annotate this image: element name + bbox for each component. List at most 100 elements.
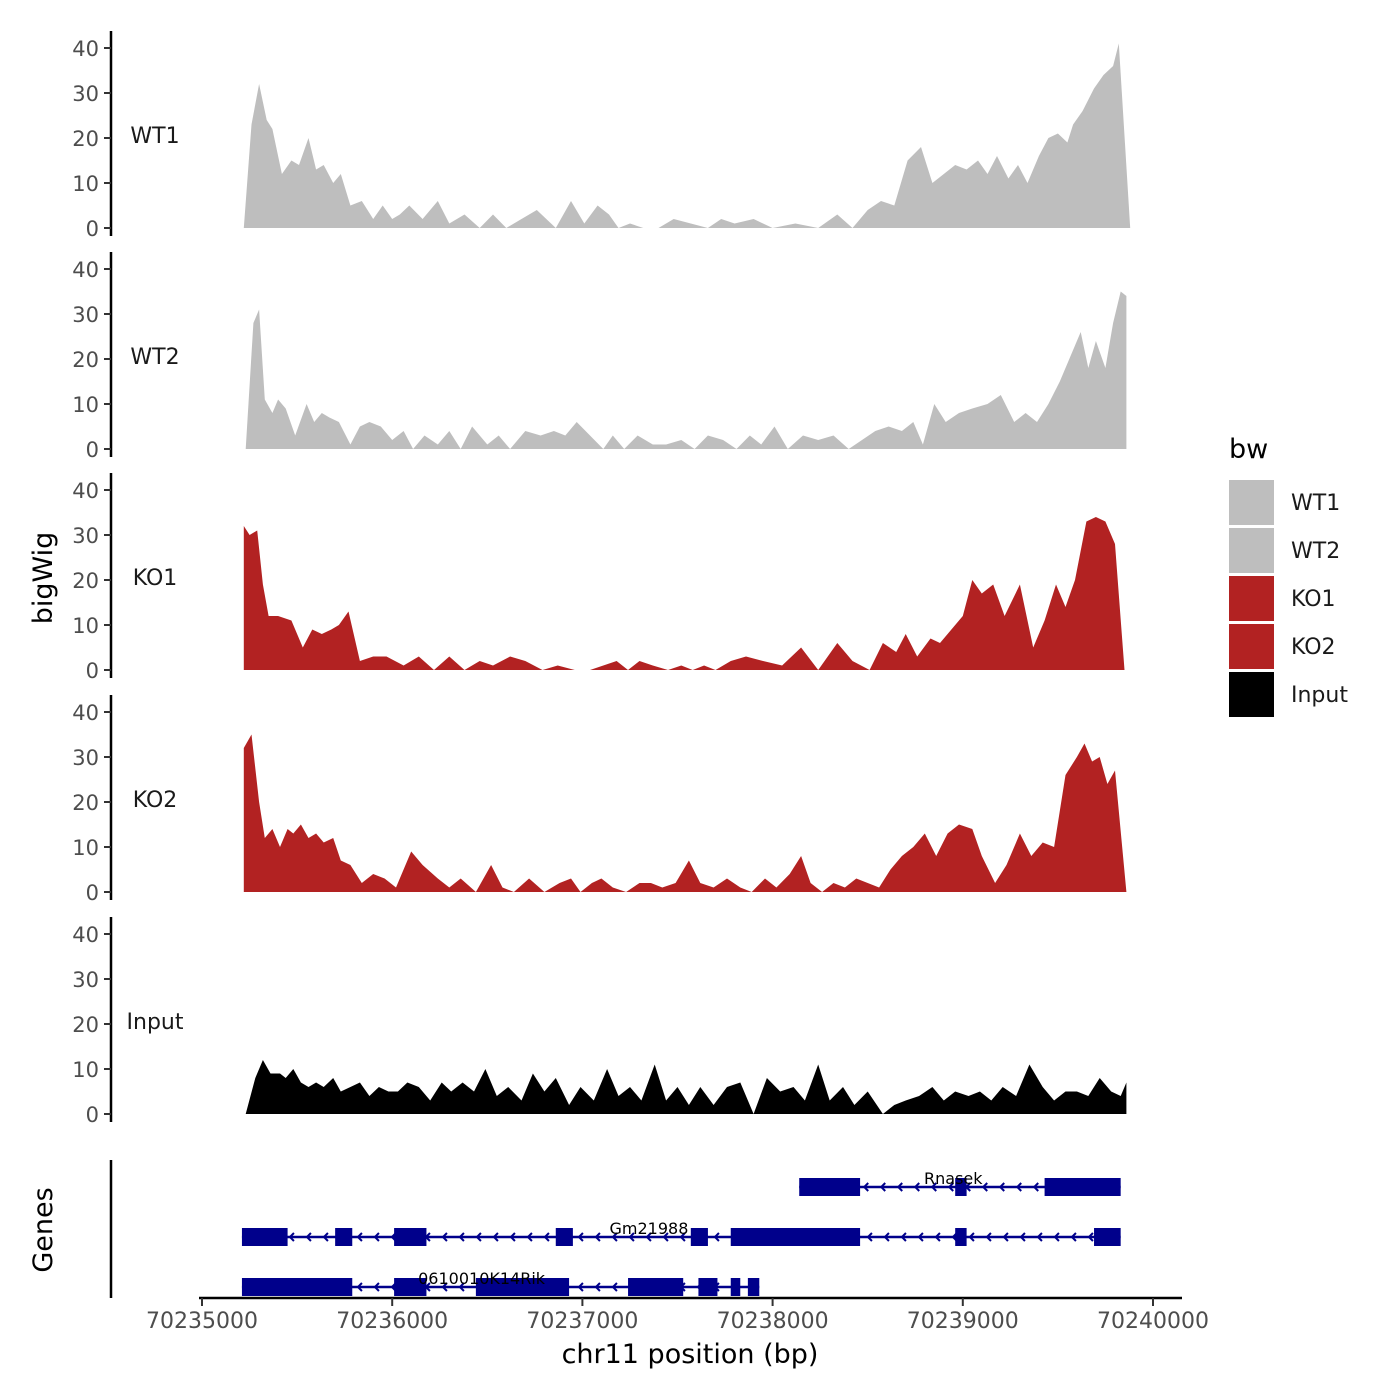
gene-gm21988: Gm21988 — [241, 1219, 1121, 1246]
y-tick-label: 10 — [72, 172, 99, 196]
strand-arrow — [1036, 1232, 1043, 1242]
exon — [555, 1228, 573, 1246]
y-tick-label: 40 — [72, 258, 99, 282]
exon — [394, 1278, 427, 1296]
x-tick-label: 70240000 — [1097, 1309, 1209, 1334]
strand-arrow — [1087, 1232, 1094, 1242]
strand-arrow — [883, 1232, 890, 1242]
x-tick-label: 70238000 — [717, 1309, 829, 1334]
legend-label-ko2: KO2 — [1291, 635, 1336, 660]
genes-axis-title: Genes — [28, 1187, 59, 1272]
exon — [955, 1228, 967, 1246]
exon — [394, 1228, 427, 1246]
exon — [475, 1278, 570, 1296]
exon — [1094, 1228, 1121, 1246]
exon — [335, 1228, 353, 1246]
track-wt1: 0 10 20 30 40 WT1 — [72, 31, 1131, 241]
exon — [1044, 1178, 1121, 1196]
y-tick-label: 40 — [72, 701, 99, 725]
strand-arrow — [662, 1232, 669, 1242]
legend-label-input: Input — [1291, 683, 1348, 708]
strand-arrow — [917, 1232, 924, 1242]
y-tick-label: 0 — [86, 438, 99, 462]
y-tick-label: 20 — [72, 348, 99, 372]
area-ko2 — [243, 734, 1127, 892]
legend-key-ko2 — [1229, 624, 1274, 669]
legend-label-wt2: WT2 — [1291, 539, 1340, 564]
strand-arrow — [981, 1182, 988, 1192]
strand-arrow — [441, 1232, 448, 1242]
strand-arrow — [645, 1232, 652, 1242]
strand-arrow — [475, 1232, 482, 1242]
tracks-group: 0 10 20 30 40 WT1 0 10 20 30 40 WT2 0 10 20 30 40 KO1 0 10 2… — [72, 31, 1131, 1127]
legend-title: bw — [1229, 434, 1268, 465]
strand-arrow — [896, 1182, 903, 1192]
strand-arrow — [526, 1232, 533, 1242]
strand-arrow — [356, 1282, 363, 1292]
strand-arrow — [930, 1182, 937, 1192]
legend-label-wt1: WT1 — [1291, 491, 1340, 516]
y-axis-title: bigWig — [28, 532, 59, 625]
exon — [241, 1278, 353, 1296]
exon — [955, 1178, 967, 1196]
strand-arrow — [322, 1232, 329, 1242]
y-tick-label: 10 — [72, 836, 99, 860]
track-label-input: Input — [127, 1010, 184, 1035]
y-tick-label: 10 — [72, 393, 99, 417]
x-tick-label: 70237000 — [526, 1309, 638, 1334]
legend-key-input — [1229, 672, 1274, 717]
strand-arrow — [373, 1282, 380, 1292]
y-tick-label: 10 — [72, 614, 99, 638]
strand-arrow — [458, 1232, 465, 1242]
strand-arrow — [594, 1232, 601, 1242]
y-tick-label: 40 — [72, 479, 99, 503]
y-tick-label: 20 — [72, 1013, 99, 1037]
area-input — [245, 1060, 1127, 1114]
strand-arrow — [628, 1232, 635, 1242]
legend-key-wt2 — [1229, 528, 1274, 573]
track-input: 0 10 20 30 40 Input — [72, 917, 1127, 1127]
exon — [747, 1278, 760, 1296]
strand-arrow — [577, 1282, 584, 1292]
track-ko1: 0 10 20 30 40 KO1 — [72, 473, 1125, 683]
track-ko2: 0 10 20 30 40 KO2 — [72, 695, 1127, 905]
track-wt2: 0 10 20 30 40 WT2 — [72, 252, 1127, 462]
x-axis: 70235000 70236000 70237000 70238000 70239000… — [146, 1296, 1209, 1334]
strand-arrow — [879, 1182, 886, 1192]
strand-arrow — [458, 1282, 465, 1292]
strand-arrow — [492, 1232, 499, 1242]
strand-arrow — [356, 1232, 363, 1242]
legend-label-ko1: KO1 — [1291, 587, 1336, 612]
area-ko1 — [243, 517, 1125, 670]
gene-label-0610010k14rik: 0610010K14Rik — [418, 1269, 546, 1288]
y-tick-label: 40 — [72, 923, 99, 947]
strand-arrow — [679, 1232, 686, 1242]
exon — [241, 1228, 288, 1246]
legend-key-wt1 — [1229, 480, 1274, 525]
strand-arrow — [934, 1232, 941, 1242]
y-tick-label: 20 — [72, 127, 99, 151]
legend: bw WT1 WT2 KO1 KO2 Input — [1229, 434, 1348, 717]
exon — [799, 1178, 861, 1196]
y-tick-label: 30 — [72, 968, 99, 992]
y-tick-label: 20 — [72, 569, 99, 593]
y-tick-label: 30 — [72, 82, 99, 106]
y-tick-label: 40 — [72, 37, 99, 61]
area-wt1 — [243, 43, 1131, 228]
strand-arrow — [947, 1182, 954, 1192]
gene-label-rnasek: Rnasek — [924, 1169, 983, 1188]
strand-arrow — [577, 1232, 584, 1242]
y-tick-label: 30 — [72, 524, 99, 548]
y-tick-label: 0 — [86, 1103, 99, 1127]
strand-arrow — [1070, 1232, 1077, 1242]
strand-arrow — [968, 1232, 975, 1242]
gene-0610010k14rik: 0610010K14Rik — [241, 1269, 760, 1296]
exon — [730, 1228, 861, 1246]
exon — [730, 1278, 741, 1296]
x-tick-label: 70235000 — [146, 1309, 258, 1334]
legend-key-ko1 — [1229, 576, 1274, 621]
y-tick-label: 30 — [72, 746, 99, 770]
strand-arrow — [509, 1232, 516, 1242]
strand-arrow — [1053, 1232, 1060, 1242]
